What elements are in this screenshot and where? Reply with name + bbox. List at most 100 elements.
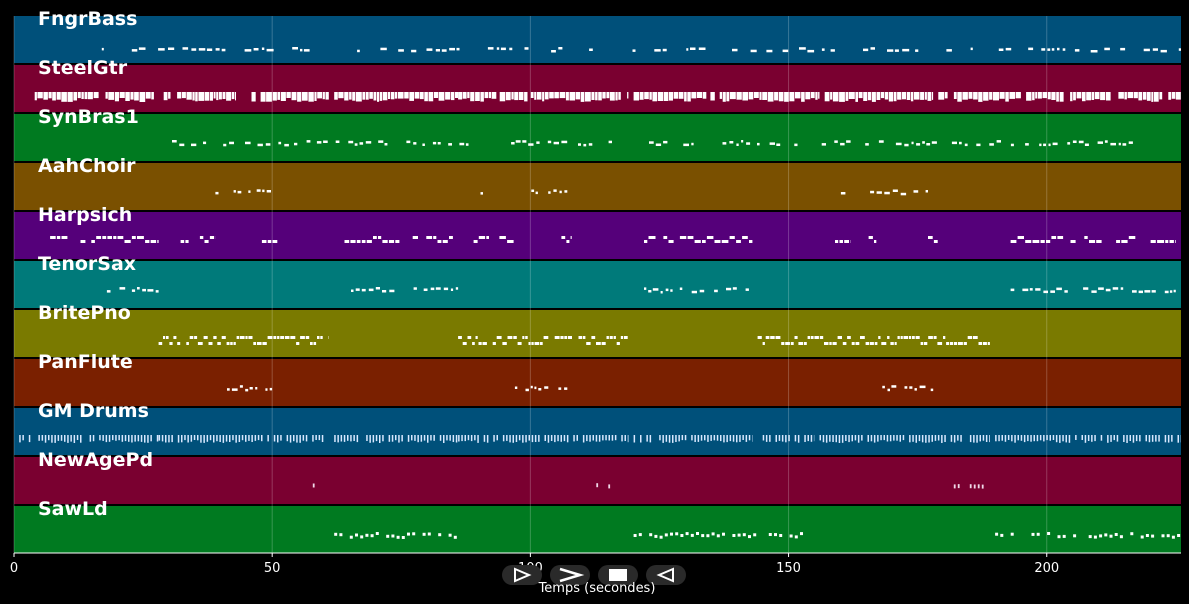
note <box>493 435 495 442</box>
note <box>1128 236 1136 239</box>
note <box>450 288 454 291</box>
note <box>1033 435 1035 442</box>
note <box>1093 535 1097 539</box>
note <box>1051 92 1056 100</box>
note <box>608 140 612 144</box>
note <box>807 49 815 53</box>
note <box>52 92 56 101</box>
note <box>832 342 837 345</box>
note <box>924 92 927 100</box>
note <box>1064 290 1068 293</box>
note <box>168 435 170 443</box>
forward-button[interactable] <box>550 565 590 585</box>
note <box>151 92 154 100</box>
note <box>1138 92 1143 101</box>
note <box>962 92 968 100</box>
note <box>1145 534 1149 537</box>
note <box>101 47 104 51</box>
note <box>880 435 882 441</box>
note <box>858 92 863 99</box>
note <box>57 435 60 441</box>
note <box>944 92 948 99</box>
note <box>663 140 668 144</box>
track-sawld[interactable] <box>14 506 1181 553</box>
track-panflute[interactable] <box>14 359 1181 406</box>
track-harpsich[interactable] <box>14 212 1181 259</box>
note <box>913 92 920 100</box>
play-button[interactable] <box>502 565 542 585</box>
note <box>1031 532 1035 536</box>
note <box>561 236 566 239</box>
note <box>1062 435 1064 442</box>
note <box>1005 47 1012 51</box>
note <box>534 386 537 390</box>
note <box>704 435 706 441</box>
note <box>1076 92 1082 99</box>
note <box>1109 534 1113 538</box>
note <box>325 92 329 100</box>
note <box>782 49 789 53</box>
note <box>534 342 539 345</box>
note <box>528 143 534 146</box>
note <box>215 191 219 195</box>
note <box>177 435 180 443</box>
note <box>822 435 825 443</box>
note <box>1010 143 1014 147</box>
note <box>486 435 489 443</box>
track-band <box>14 65 1181 112</box>
note <box>897 92 902 100</box>
note <box>137 236 144 239</box>
note <box>1026 92 1032 101</box>
note <box>191 48 197 51</box>
stop-button[interactable] <box>598 565 638 585</box>
note <box>789 534 793 538</box>
note <box>28 435 31 443</box>
note <box>690 47 696 50</box>
note <box>768 533 772 536</box>
track-fngrbass[interactable] <box>14 16 1181 63</box>
note <box>173 336 177 339</box>
note <box>1055 435 1058 443</box>
note <box>365 141 372 144</box>
note <box>819 336 824 339</box>
note <box>137 435 140 442</box>
note <box>894 342 897 345</box>
note <box>598 92 602 101</box>
note <box>280 435 282 441</box>
note <box>43 92 48 100</box>
note <box>566 240 570 243</box>
note <box>1036 532 1040 536</box>
note <box>229 141 234 145</box>
note <box>361 288 366 292</box>
note <box>480 192 483 195</box>
note <box>1078 140 1084 144</box>
track-steelgtr[interactable] <box>14 65 1181 112</box>
track-newagepd[interactable] <box>14 457 1181 504</box>
track-aahchoir[interactable] <box>14 163 1181 210</box>
note <box>137 287 140 290</box>
rewind-button[interactable] <box>646 565 686 585</box>
note <box>289 435 292 443</box>
tracks-area <box>14 16 1181 553</box>
track-tenorsax[interactable] <box>14 261 1181 308</box>
note <box>958 342 963 345</box>
note <box>1148 435 1151 443</box>
note <box>785 342 790 345</box>
note <box>1146 92 1151 101</box>
note <box>616 342 620 345</box>
note <box>596 342 601 345</box>
note <box>976 435 978 443</box>
note <box>998 48 1004 51</box>
note <box>926 143 931 146</box>
track-synbras1[interactable] <box>14 114 1181 161</box>
note <box>1027 435 1029 442</box>
track-gm-drums[interactable] <box>14 408 1181 455</box>
note <box>915 49 919 52</box>
note <box>774 533 777 537</box>
note <box>640 435 642 443</box>
note <box>147 435 149 443</box>
note <box>348 140 354 144</box>
track-britepno[interactable] <box>14 310 1181 357</box>
note <box>840 192 846 195</box>
note <box>598 435 601 442</box>
